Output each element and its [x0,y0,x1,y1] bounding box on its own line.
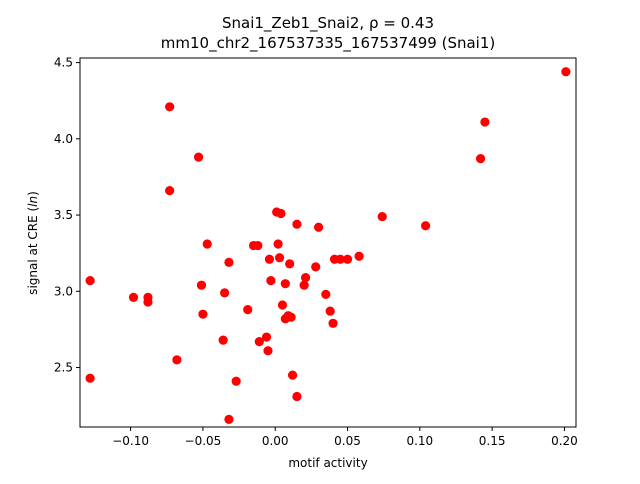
data-point-39 [300,272,311,283]
data-point-27 [274,253,285,263]
x-tick-label-3: 0.05 [334,434,361,448]
data-point-38 [299,280,309,290]
data-point-43 [325,306,335,316]
y-tick-label-0: 2.5 [54,361,73,375]
data-point-53 [561,67,571,77]
y-axis-label: signal at CRE (ln) [26,191,40,295]
data-point-13 [220,288,230,298]
chart-title-line2: mm10_chr2_167537335_167537499 (Snai1) [161,34,495,53]
data-point-41 [314,222,324,232]
data-point-49 [377,211,387,222]
data-point-24 [266,276,276,286]
y-tick-label-2: 3.5 [54,208,73,222]
data-point-15 [224,414,234,424]
data-point-23 [264,254,275,264]
y-tick-label-4: 4.5 [54,56,73,70]
data-point-52 [480,117,490,127]
x-tick-label-4: 0.10 [406,434,433,448]
data-point-51 [475,154,486,164]
data-point-6 [165,186,175,196]
x-axis-label: motif activity [288,456,367,470]
data-point-46 [335,254,345,264]
y-axis-label-ln: ln [26,196,40,207]
x-axis-ticks: −0.10 −0.05 0.00 0.05 0.10 0.15 0.20 [112,427,578,448]
data-point-17 [243,304,253,315]
y-tick-label-3: 4.0 [54,132,73,146]
y-axis-ticks: 2.5 3.0 3.5 4.0 4.5 [54,56,80,375]
x-tick-label-6: 0.20 [551,434,578,448]
data-point-0 [85,276,95,286]
x-tick-label-2: 0.00 [262,434,289,448]
data-point-7 [172,355,182,365]
data-point-9 [196,280,207,290]
x-tick-label-5: 0.15 [479,434,506,448]
chart-title-line1: Snai1_Zeb1_Snai2, ρ = 0.43 [222,14,434,33]
y-axis-label-close: ) [26,191,40,196]
data-point-16 [231,376,241,386]
data-point-34 [286,312,296,322]
data-point-12 [218,335,228,345]
data-point-40 [311,262,321,272]
data-point-21 [261,332,272,342]
data-point-11 [202,239,212,249]
data-point-4 [143,297,153,307]
data-point-22 [263,346,273,356]
x-tick-label-1: −0.05 [185,434,222,448]
data-point-20 [254,337,264,347]
data-point-29 [277,300,288,310]
data-point-48 [354,251,364,261]
data-point-2 [128,292,139,302]
data-point-44 [328,318,338,328]
data-point-50 [421,221,431,231]
data-point-36 [292,219,302,229]
data-point-35 [287,370,298,380]
plot-frame [79,57,577,428]
data-point-28 [276,208,286,219]
data-point-42 [321,289,331,299]
x-tick-label-0: −0.10 [112,434,149,448]
data-point-1 [85,373,95,383]
data-point-10 [198,309,208,319]
data-point-14 [224,257,234,267]
data-point-37 [292,391,302,402]
data-point-19 [253,240,263,251]
data-point-5 [165,102,175,112]
data-point-33 [285,259,295,269]
data-point-26 [273,239,283,249]
data-point-8 [193,152,204,162]
data-point-47 [342,254,353,264]
y-tick-label-1: 3.0 [54,284,73,298]
y-axis-label-text: signal at CRE ( [26,207,40,295]
data-point-31 [280,279,290,289]
data-points [85,67,571,424]
